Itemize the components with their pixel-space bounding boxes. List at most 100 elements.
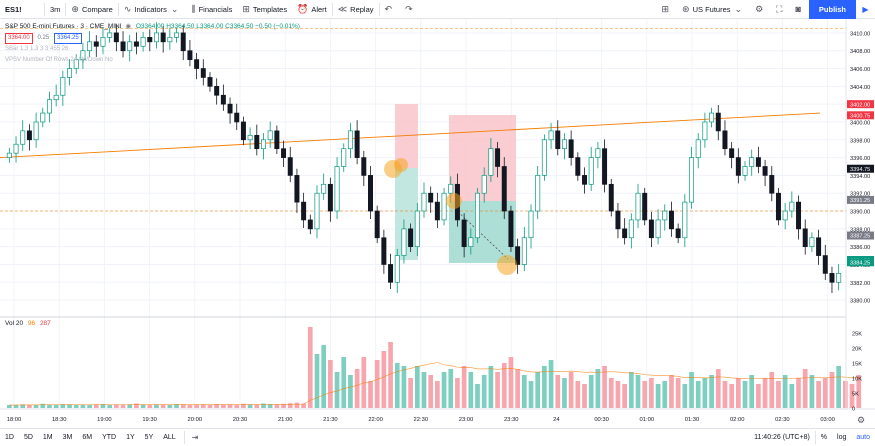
volume-bar (809, 375, 815, 408)
candle-body (782, 210, 788, 221)
axis-settings-icon[interactable]: ⚙ (857, 415, 865, 425)
fullscreen-button[interactable]: ⛶ (771, 0, 790, 19)
buy-price-button[interactable]: 3364.25 (54, 33, 82, 44)
compare-button[interactable]: ⊕ Compare (66, 0, 117, 19)
interval-button[interactable]: 3m (50, 4, 61, 14)
candle-body (622, 228, 628, 239)
indicators-button[interactable]: ∿ Indicators ⌄ (119, 0, 187, 19)
redo-button[interactable]: ↷ (400, 0, 421, 19)
time-axis[interactable]: 18:00 18:30 19:00 19:30 20:00 20:30 21:00 21:30… (7, 417, 835, 423)
candle-body (822, 255, 828, 274)
candle-body (675, 228, 681, 239)
candle-body (548, 130, 554, 141)
publish-button[interactable]: Publish (808, 0, 856, 19)
indicator-legend-2[interactable]: VPSV Number Of Rows 24 Up/Down No (5, 57, 113, 63)
volume-bar (361, 357, 367, 408)
candle-body (495, 148, 501, 167)
range-button-1m[interactable]: 1M (42, 434, 53, 441)
candle-body (394, 255, 400, 283)
candle-body (642, 192, 648, 221)
range-button-3m[interactable]: 3M (62, 434, 73, 441)
financials-label: Financials (198, 4, 233, 14)
candle-body (227, 103, 233, 114)
volume-bar (769, 372, 775, 408)
volume-axis[interactable]: 25K 20K 15K 10K 5K 0 (852, 332, 862, 413)
auto-scale-toggle[interactable]: auto (856, 434, 870, 441)
volume-bar (501, 363, 507, 408)
candle-body (722, 130, 728, 150)
play-button[interactable]: ▶ (856, 0, 875, 19)
volume-bar (575, 381, 581, 408)
candle-body (434, 201, 440, 221)
percent-scale-toggle[interactable]: % (820, 434, 828, 441)
range-button-1y[interactable]: 1Y (126, 434, 135, 441)
range-button-6m[interactable]: 6M (82, 434, 93, 441)
candle-body (334, 166, 340, 212)
range-button-all[interactable]: ALL (163, 434, 176, 441)
time-tick-label: 19:00 (97, 417, 112, 423)
price-badge (847, 258, 874, 267)
candle-body (648, 219, 654, 239)
candle-body (535, 175, 541, 212)
trendline[interactable] (0, 112, 821, 159)
range-button-1d[interactable]: 1D (5, 434, 14, 441)
volume-bar (140, 404, 146, 408)
volume-bar (675, 378, 681, 408)
financials-button[interactable]: ⫼ Financials (186, 0, 237, 19)
eye-icon[interactable]: ◉ (125, 23, 132, 30)
candle-body (20, 130, 26, 145)
price-tick-label: 3406.00 (850, 67, 870, 73)
symbol-search[interactable]: ES1! (5, 4, 22, 14)
price-tick-label: 3410.00 (850, 31, 870, 37)
range-button-ytd[interactable]: YTD (102, 434, 117, 441)
replay-button[interactable]: ≪ Replay (333, 0, 379, 19)
alert-button[interactable]: ⏰ Alert (292, 0, 332, 19)
chevron-down-icon: ⌄ (734, 3, 743, 14)
indicators-icon: ∿ (123, 3, 132, 14)
volume-bar (93, 404, 99, 408)
volume-tick-label: 15K (852, 362, 862, 368)
undo-button[interactable]: ↶ (380, 0, 401, 19)
indicator-legend-1[interactable]: SBar 1.3 1.3 3 3 455 26 (5, 46, 69, 52)
goto-date-icon[interactable]: ⇥ (191, 433, 199, 442)
candle-body (481, 175, 487, 194)
range-button-5y[interactable]: 5Y (144, 434, 154, 441)
candle-body (414, 210, 420, 248)
volume-legend[interactable]: Vol 20 96 287 (5, 320, 51, 327)
volume-bar (328, 360, 333, 408)
volume-bar (80, 404, 86, 408)
candle-body (568, 139, 574, 158)
volume-bar (47, 404, 52, 408)
candle-body (133, 41, 139, 47)
candle-body (809, 237, 815, 248)
candle-body (60, 77, 66, 96)
volume-bar (200, 404, 206, 408)
candle-body (153, 32, 159, 43)
candle-body (588, 157, 594, 185)
candle-body (602, 148, 608, 185)
volume-bar (180, 404, 186, 408)
candle-body (294, 175, 300, 203)
volume-bar (602, 366, 607, 408)
volume-bar (87, 405, 92, 408)
chart-canvas[interactable]: 3410.00 3408.00 3406.00 3404.00 3402.00 3400.… (0, 19, 875, 428)
volume-bar (702, 378, 708, 408)
chart-area[interactable]: 3410.00 3408.00 3406.00 3404.00 3402.00 3400.… (0, 19, 875, 428)
candle-body (829, 273, 835, 283)
session-selector[interactable]: ⊛ US Futures ⌄ (677, 0, 750, 19)
candle-body (174, 32, 180, 38)
log-scale-toggle[interactable]: log (837, 434, 847, 441)
volume-bar (528, 381, 534, 408)
templates-button[interactable]: ⊞ Templates (237, 0, 292, 19)
symbol-full-name[interactable]: S&P 500 E-mini Futures · 3 · CME_MINI (5, 23, 122, 30)
volume-bar (307, 327, 313, 408)
replay-label: Replay (350, 4, 374, 14)
clock[interactable]: 11:40:26 (UTC+8) (754, 434, 810, 441)
sell-price-button[interactable]: 3364.00 (5, 33, 33, 44)
snapshot-button[interactable]: ◙ (790, 0, 808, 19)
layout-button[interactable]: ⊞ (657, 0, 678, 19)
range-button-5d[interactable]: 5D (23, 434, 33, 441)
volume-bar (27, 405, 32, 408)
settings-button[interactable]: ⚙ (750, 0, 771, 19)
volume-bar (495, 372, 500, 408)
